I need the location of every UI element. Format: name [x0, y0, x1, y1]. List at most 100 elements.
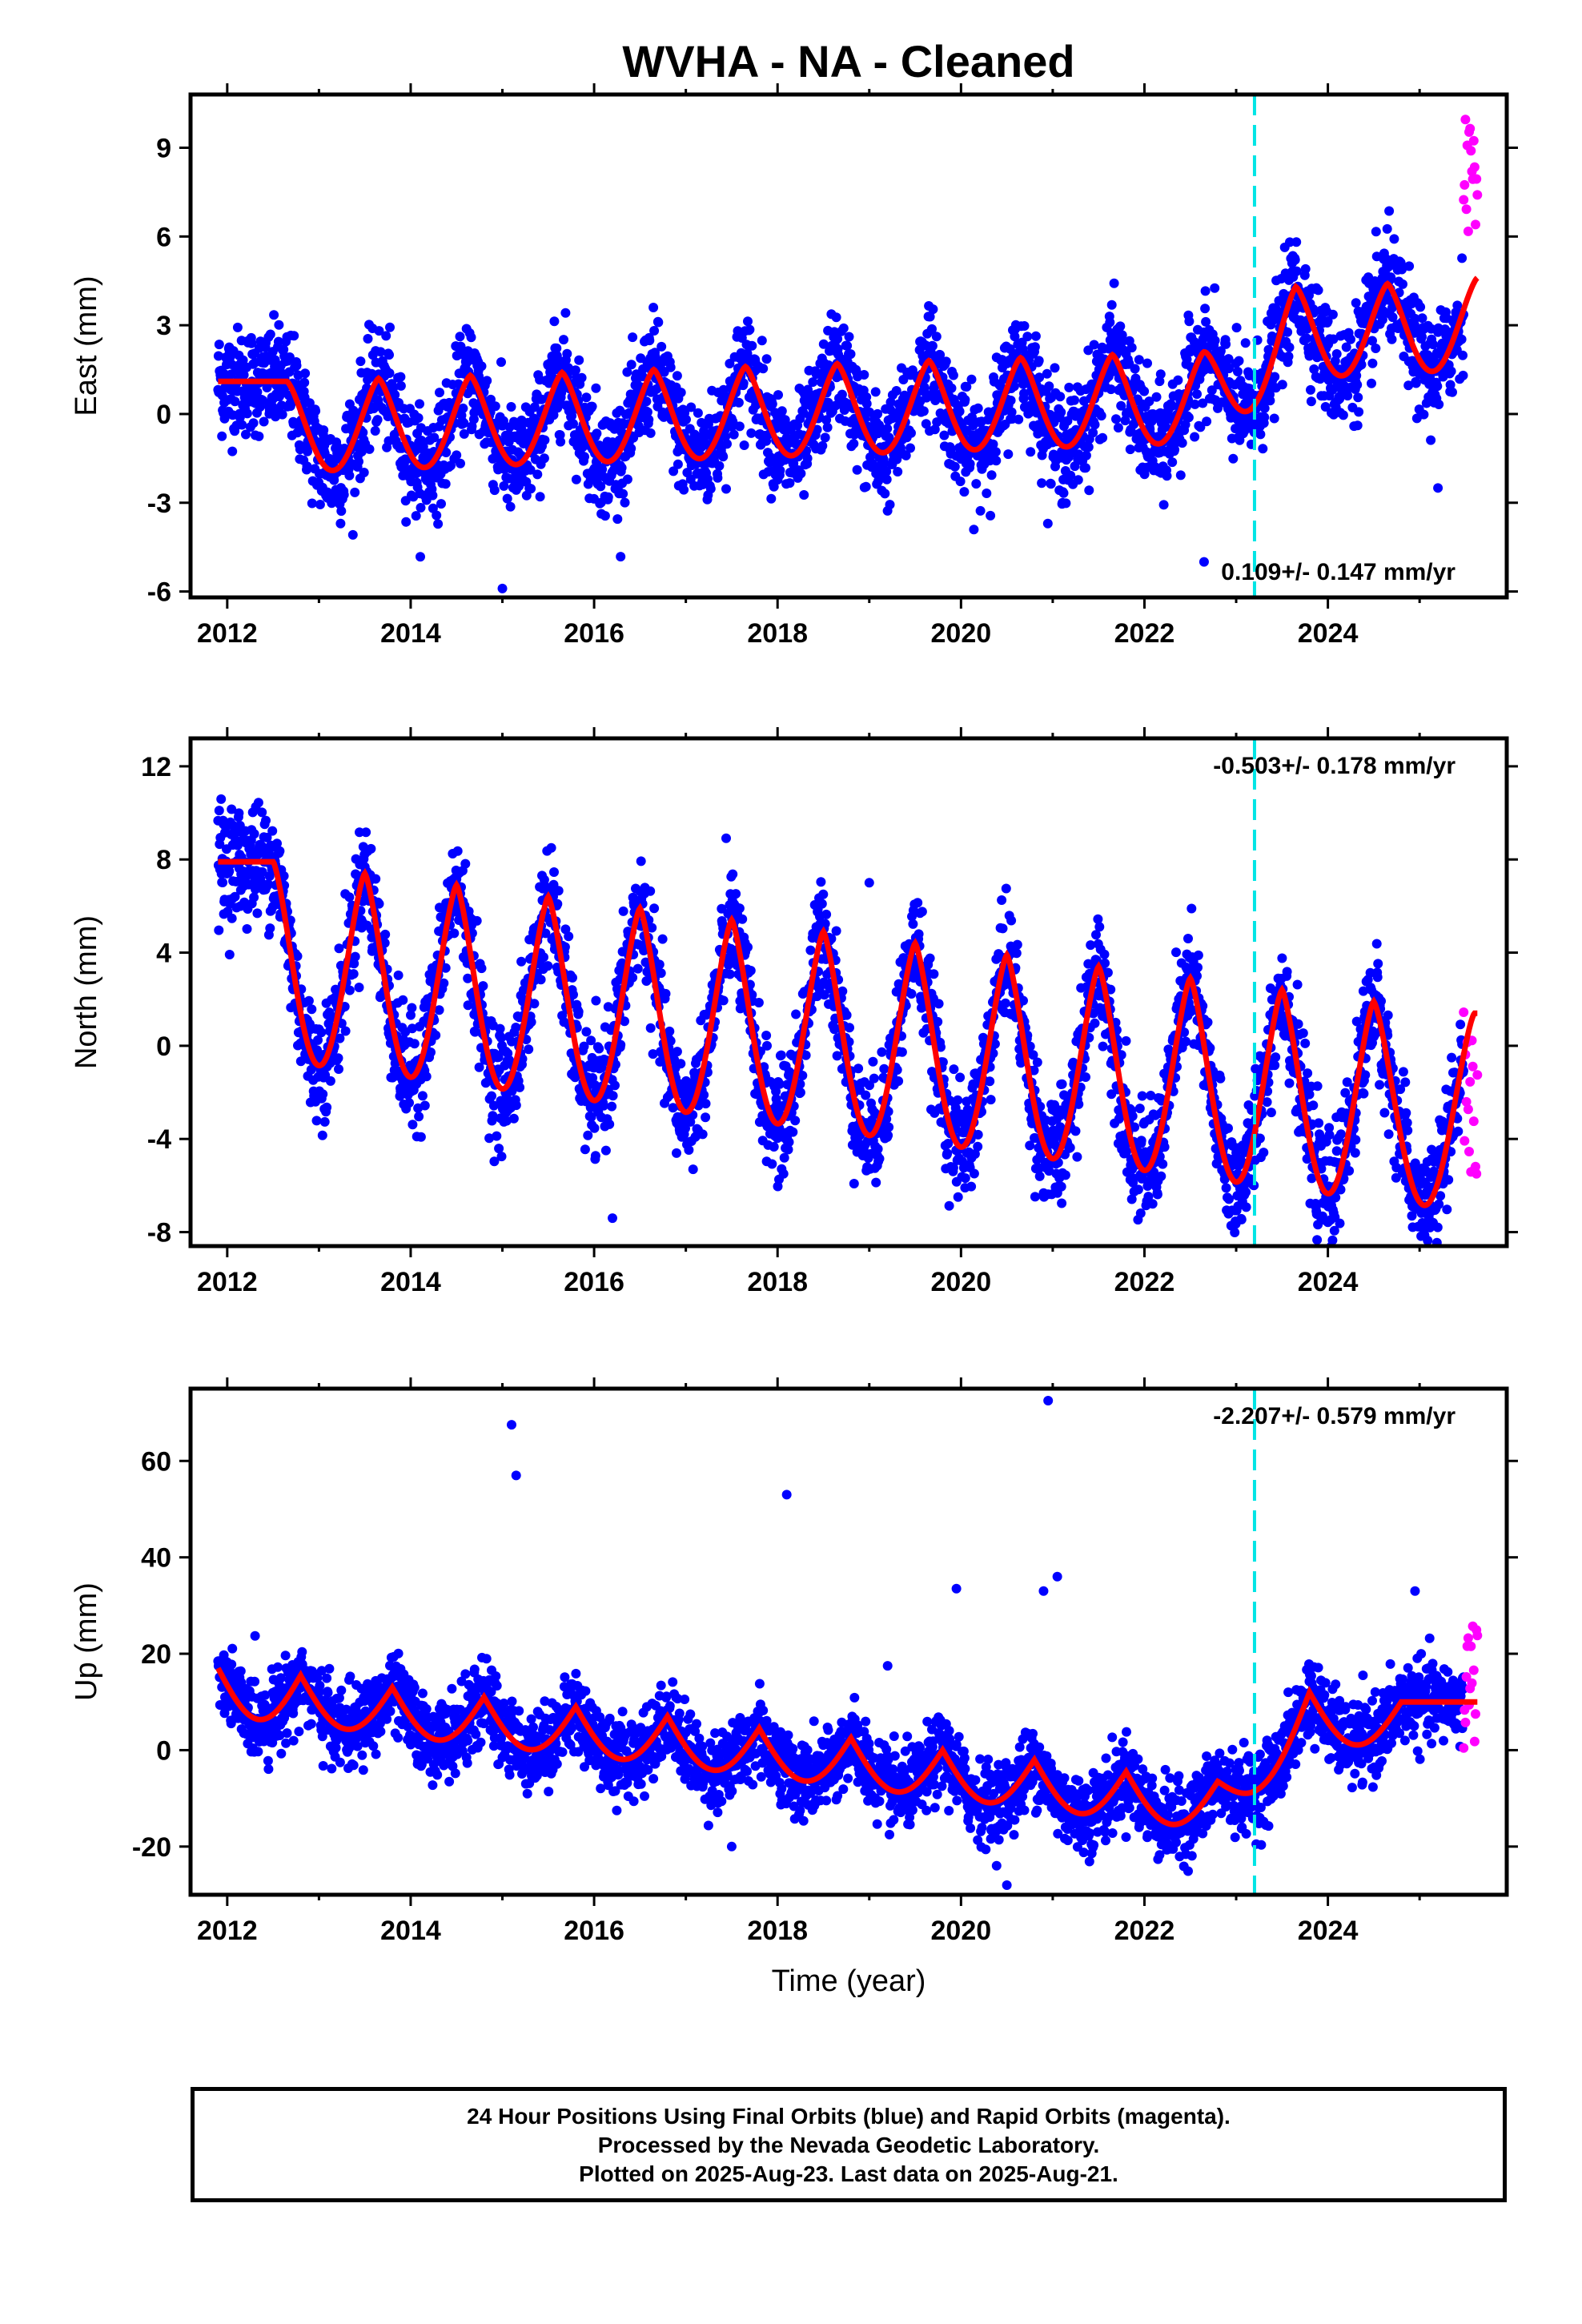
data-point [1354, 407, 1364, 417]
data-point [882, 424, 893, 434]
data-point [456, 341, 466, 352]
data-point [597, 464, 608, 475]
data-point [311, 1116, 322, 1126]
x-tick-label: 2024 [1298, 618, 1359, 649]
data-point [821, 909, 832, 919]
data-point [573, 1007, 584, 1017]
data-point [1098, 432, 1108, 443]
data-point [990, 447, 1001, 457]
data-point [334, 943, 344, 954]
data-point [742, 348, 753, 359]
data-point [733, 326, 743, 336]
data-point [1003, 449, 1014, 460]
data-point [656, 341, 667, 352]
data-point [1323, 316, 1333, 326]
data-point [1291, 237, 1302, 247]
data-point [1263, 344, 1274, 355]
data-point [867, 458, 877, 468]
data-point [746, 428, 757, 438]
data-point [1415, 302, 1426, 312]
data-point [1161, 422, 1170, 432]
data-point [1387, 334, 1397, 344]
data-point [496, 1152, 507, 1162]
data-point [1404, 261, 1415, 271]
data-point [729, 429, 739, 440]
data-point [574, 355, 584, 365]
data-point [1447, 387, 1457, 397]
data-point [385, 322, 395, 332]
data-point [1019, 321, 1030, 331]
data-point [375, 347, 386, 357]
data-point [248, 418, 259, 428]
data-point [880, 489, 890, 499]
data-point [396, 380, 406, 391]
east-model-curve [218, 275, 1480, 473]
rapid-point [1460, 179, 1470, 190]
data-point [1042, 518, 1053, 529]
data-point [962, 382, 972, 392]
data-point [672, 371, 682, 381]
data-point [600, 511, 610, 521]
data-point [433, 519, 444, 529]
data-point [434, 1005, 444, 1015]
data-point [1116, 400, 1126, 411]
data-point [1352, 420, 1363, 431]
data-point [361, 827, 371, 838]
data-point [317, 1130, 327, 1140]
data-point [831, 312, 841, 323]
data-point [1130, 364, 1140, 374]
data-point [371, 874, 381, 884]
data-point [865, 407, 874, 417]
data-point [488, 1100, 499, 1111]
data-point [927, 324, 937, 334]
data-point [253, 798, 263, 808]
data-point [628, 972, 638, 983]
data-point [1162, 471, 1172, 481]
data-point [1126, 343, 1137, 353]
data-point [514, 481, 524, 491]
data-point [859, 370, 869, 380]
x-tick-label: 2020 [931, 618, 992, 649]
data-point [596, 481, 606, 492]
data-point [1106, 300, 1117, 310]
data-point [1352, 380, 1363, 390]
data-point [849, 439, 859, 448]
data-point [263, 879, 273, 889]
data-point [478, 981, 488, 991]
data-point [459, 428, 469, 439]
data-point [295, 1056, 306, 1067]
data-point [769, 1142, 779, 1152]
data-point [1371, 344, 1381, 353]
data-point [539, 453, 549, 464]
data-point [1044, 381, 1054, 392]
data-point [1022, 332, 1033, 342]
data-point [1192, 389, 1202, 400]
data-point [311, 406, 321, 416]
data-point [1170, 444, 1180, 455]
data-point [1341, 342, 1351, 352]
data-point [816, 877, 826, 887]
data-point [925, 312, 935, 322]
data-point [1200, 286, 1211, 296]
data-point [249, 829, 259, 839]
data-point [701, 431, 711, 441]
data-point [1014, 414, 1024, 424]
data-point [971, 479, 982, 489]
data-point [645, 886, 656, 896]
data-point [529, 999, 540, 1009]
data-point [289, 331, 299, 341]
data-point [495, 1023, 505, 1034]
data-point [738, 378, 749, 388]
data-point [1106, 384, 1116, 395]
data-point [254, 431, 264, 441]
data-point [265, 329, 275, 340]
data-point [1457, 253, 1468, 263]
data-point [262, 383, 272, 392]
data-point [1111, 414, 1121, 424]
data-point [818, 339, 829, 349]
data-point [973, 403, 983, 413]
data-point [837, 389, 847, 400]
rapid-point [1460, 115, 1471, 125]
data-point [773, 390, 783, 400]
data-point [817, 440, 828, 451]
